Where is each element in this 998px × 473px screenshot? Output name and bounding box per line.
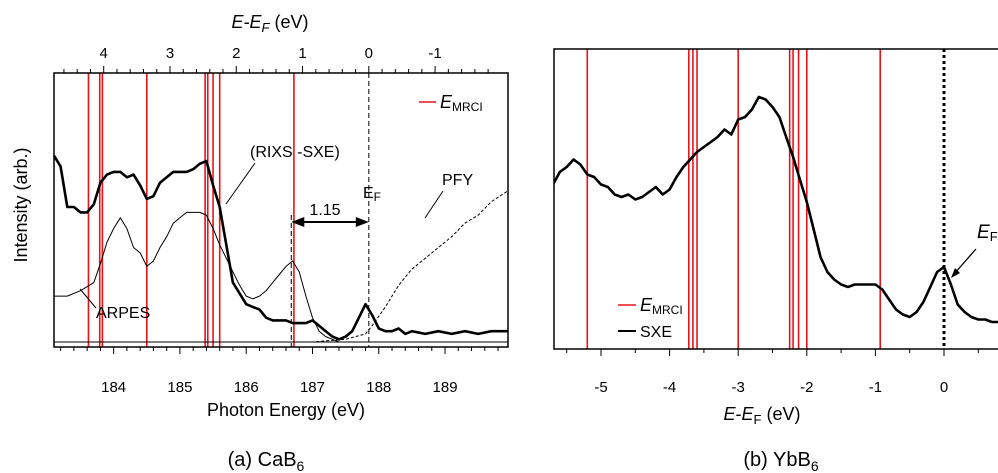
x-tick-label: 184 [101, 379, 126, 396]
panel-b-chart: -5 -4 -3 -2 -1 0 E-EF (eV) EMRCI SXE EF (b) Y… [553, 48, 998, 473]
arpes-leader [79, 288, 97, 309]
x2-tick-label: 3 [166, 45, 174, 62]
x-tick-label: 0 [940, 379, 948, 396]
panel-b-caption: (b) YbB6 [743, 449, 818, 473]
gap-arrow-left-head [291, 217, 305, 227]
x-tick-label: 187 [300, 379, 325, 396]
x-tick-label: 189 [433, 379, 458, 396]
rixs-sxe-label: (RIXS -SXE) [250, 144, 340, 161]
x2-tick-label: 0 [365, 45, 373, 62]
panel-a-ticks: 184 185 186 187 188 189 4 3 2 1 0 -1 [60, 45, 499, 396]
gap-label: 1.15 [309, 202, 340, 219]
panel-a-caption: (a) CaB6 [228, 449, 305, 473]
panel-a-legend-label: EMRCI [440, 92, 483, 114]
x2-tick-label: -1 [428, 45, 441, 62]
x2-tick-label: 2 [232, 45, 240, 62]
series-line-sxe [554, 95, 998, 324]
panel-b-ticks: -5 -4 -3 -2 -1 0 [566, 349, 979, 396]
ef-arrow-b [951, 248, 977, 278]
panel-b-legend-label-sxe: SXE [640, 324, 672, 341]
series-line-rixs-sxe [52, 155, 508, 341]
panel-a-emrci-lines [87, 73, 295, 347]
x-tick-label: -3 [732, 379, 745, 396]
gap-arrow [291, 217, 369, 227]
x-tick-label: -2 [800, 379, 813, 396]
arpes-label: ARPES [96, 305, 150, 322]
x-tick-label: 186 [234, 379, 259, 396]
pfy-leader [424, 190, 444, 219]
x-tick-label: 188 [366, 379, 391, 396]
panel-a-y-axis-title: Intensity (arb.) [11, 147, 31, 262]
panel-a-x-axis-title: Photon Energy (eV) [207, 400, 365, 420]
rixs-sxe-leader [225, 162, 256, 205]
x-tick-label: -1 [869, 379, 882, 396]
series-line-arpes [54, 211, 359, 343]
x-tick-label: 185 [167, 379, 192, 396]
panel-b-legend-label-emrci: EMRCI [640, 295, 683, 317]
panel-a-top-axis-title: E-EF (eV) [232, 12, 309, 35]
series-line-pfy [246, 190, 509, 343]
pfy-label: PFY [442, 172, 473, 189]
x2-tick-label: 1 [298, 45, 306, 62]
x2-tick-label: 4 [100, 45, 108, 62]
x-tick-label: -4 [663, 379, 676, 396]
ef-label-a: EF [363, 185, 381, 204]
ef-label-b: EF [977, 222, 998, 244]
panel-a-chart: 184 185 186 187 188 189 4 3 2 1 0 -1 E-EF (eV) Phot… [11, 12, 509, 473]
panel-a-plot-frame [53, 72, 509, 348]
panel-a-dashed-lines [290, 73, 370, 347]
panel-b-series [554, 95, 998, 324]
gap-arrow-right-head [355, 217, 369, 227]
panel-b-plot-frame [553, 48, 998, 350]
panel-b-x-axis-title: E-EF (eV) [724, 404, 801, 427]
panel-a-series [52, 155, 509, 343]
x-tick-label: -5 [594, 379, 607, 396]
panel-b-emrci-lines [586, 49, 882, 349]
